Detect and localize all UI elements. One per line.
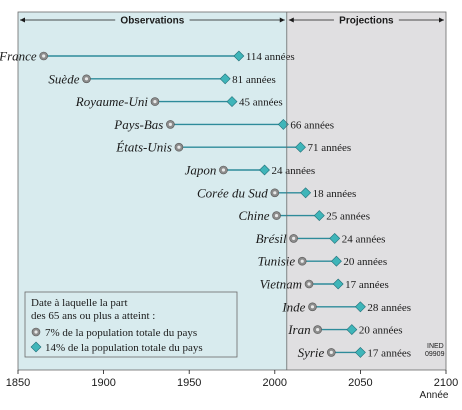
row: France 114 années bbox=[0, 49, 295, 64]
legend-dot-icon bbox=[31, 327, 41, 337]
country-label: Vietnam bbox=[260, 277, 302, 292]
row: Inde 28 années bbox=[281, 299, 411, 314]
years-label: 20 années bbox=[359, 325, 403, 337]
diamond-14-percent bbox=[329, 232, 341, 244]
section-header: Observations Projections bbox=[20, 13, 444, 27]
x-axis-title: Année bbox=[420, 390, 449, 401]
dot-7-percent bbox=[166, 120, 175, 129]
row: Suède 81 années bbox=[48, 71, 275, 86]
plot-frame bbox=[17, 11, 447, 371]
diamond-14-percent bbox=[332, 278, 344, 290]
tick-label: 1950 bbox=[177, 377, 201, 389]
dot-7-percent bbox=[174, 142, 184, 152]
row: Corée du Sud 18 années bbox=[197, 185, 356, 200]
dot-7-percent bbox=[308, 302, 317, 312]
country-label: Suède bbox=[48, 71, 79, 86]
years-label: 24 années bbox=[342, 233, 386, 245]
legend-item-14-percent: 14% de la population totale du pays bbox=[45, 342, 203, 354]
country-label: Syrie bbox=[298, 345, 325, 360]
years-label: 18 années bbox=[313, 188, 357, 200]
years-label: 17 années bbox=[367, 347, 411, 359]
diamond-14-percent bbox=[346, 324, 358, 336]
dot-7-percent bbox=[313, 325, 322, 334]
years-label: 25 années bbox=[326, 211, 370, 223]
country-label: Japon bbox=[185, 163, 217, 178]
country-label: Inde bbox=[281, 299, 305, 314]
projections-label: Projections bbox=[339, 16, 394, 27]
legend: Date à laquelle la part des 65 ans ou pl… bbox=[24, 291, 238, 358]
row: Royaume-Uni 45 années bbox=[75, 94, 283, 109]
diamond-14-percent bbox=[219, 73, 231, 85]
legend-item-7-percent: 7% de la population totale du pays bbox=[45, 327, 197, 339]
years-label: 28 années bbox=[367, 302, 411, 314]
country-label: Iran bbox=[287, 322, 310, 337]
tick-label: 1850 bbox=[6, 377, 30, 389]
row: Iran 20 années bbox=[287, 322, 402, 337]
legend-title-line2: des 65 ans ou plus a atteint : bbox=[31, 310, 155, 322]
tick-label: 2000 bbox=[263, 377, 287, 389]
credit-line1: INED bbox=[427, 343, 444, 350]
row: Tunisie 20 années bbox=[258, 254, 388, 269]
dot-7-percent bbox=[297, 256, 307, 266]
row: Syrie 17 années bbox=[298, 345, 412, 360]
diamond-14-percent bbox=[233, 50, 245, 62]
country-label: Chine bbox=[238, 208, 269, 223]
legend-box bbox=[24, 291, 238, 358]
tick-label: 2100 bbox=[434, 377, 458, 389]
years-label: 20 années bbox=[343, 256, 387, 268]
dot-7-percent bbox=[326, 348, 336, 357]
years-label: 17 années bbox=[345, 279, 389, 291]
diamond-14-percent bbox=[354, 301, 366, 313]
diamond-14-percent bbox=[226, 96, 238, 108]
years-label: 81 années bbox=[232, 74, 276, 86]
row: Vietnam 17 années bbox=[260, 277, 389, 292]
dot-7-percent bbox=[289, 234, 298, 243]
country-label: Pays-Bas bbox=[113, 117, 163, 132]
diamond-14-percent bbox=[331, 255, 342, 267]
years-label: 114 années bbox=[246, 51, 295, 63]
legend-title-line1: Date à laquelle la part bbox=[31, 297, 128, 309]
dot-7-percent bbox=[270, 188, 280, 198]
tick-label: 2050 bbox=[348, 377, 372, 389]
dot-7-percent bbox=[39, 51, 48, 61]
years-label: 71 années bbox=[307, 142, 351, 154]
years-label: 66 années bbox=[290, 119, 334, 131]
row: Chine 25 années bbox=[238, 208, 370, 223]
observations-label: Observations bbox=[120, 16, 184, 27]
credit-line2: 09909 bbox=[425, 351, 445, 358]
row: Pays-Bas 66 années bbox=[113, 117, 334, 132]
diamond-14-percent bbox=[354, 346, 366, 358]
diamond-14-percent bbox=[295, 141, 306, 153]
country-label: Tunisie bbox=[258, 254, 296, 269]
diamond-14-percent bbox=[313, 210, 325, 222]
legend-diamond-icon bbox=[30, 341, 42, 353]
years-label: 45 années bbox=[239, 97, 283, 109]
dot-7-percent bbox=[82, 74, 91, 84]
row: États-Unis 71 années bbox=[115, 140, 351, 155]
projections-background bbox=[286, 12, 446, 370]
dot-7-percent bbox=[272, 211, 281, 220]
country-label: Corée du Sud bbox=[197, 185, 268, 200]
diamond-14-percent bbox=[300, 187, 312, 199]
row: Japon 24 années bbox=[185, 163, 316, 178]
diamond-14-percent bbox=[259, 164, 270, 176]
row: Brésil 24 années bbox=[256, 231, 386, 246]
country-label: Brésil bbox=[256, 231, 287, 246]
dot-7-percent bbox=[304, 279, 314, 289]
rows: France 114 années Suède 81 années Royaume-Un… bbox=[0, 49, 411, 360]
dot-7-percent bbox=[150, 97, 160, 106]
years-label: 24 années bbox=[272, 165, 316, 177]
country-label: France bbox=[0, 49, 37, 64]
tick-label: 1900 bbox=[91, 377, 115, 389]
dot-7-percent bbox=[219, 165, 228, 175]
country-label: États-Unis bbox=[115, 140, 172, 155]
country-label: Royaume-Uni bbox=[75, 94, 149, 109]
